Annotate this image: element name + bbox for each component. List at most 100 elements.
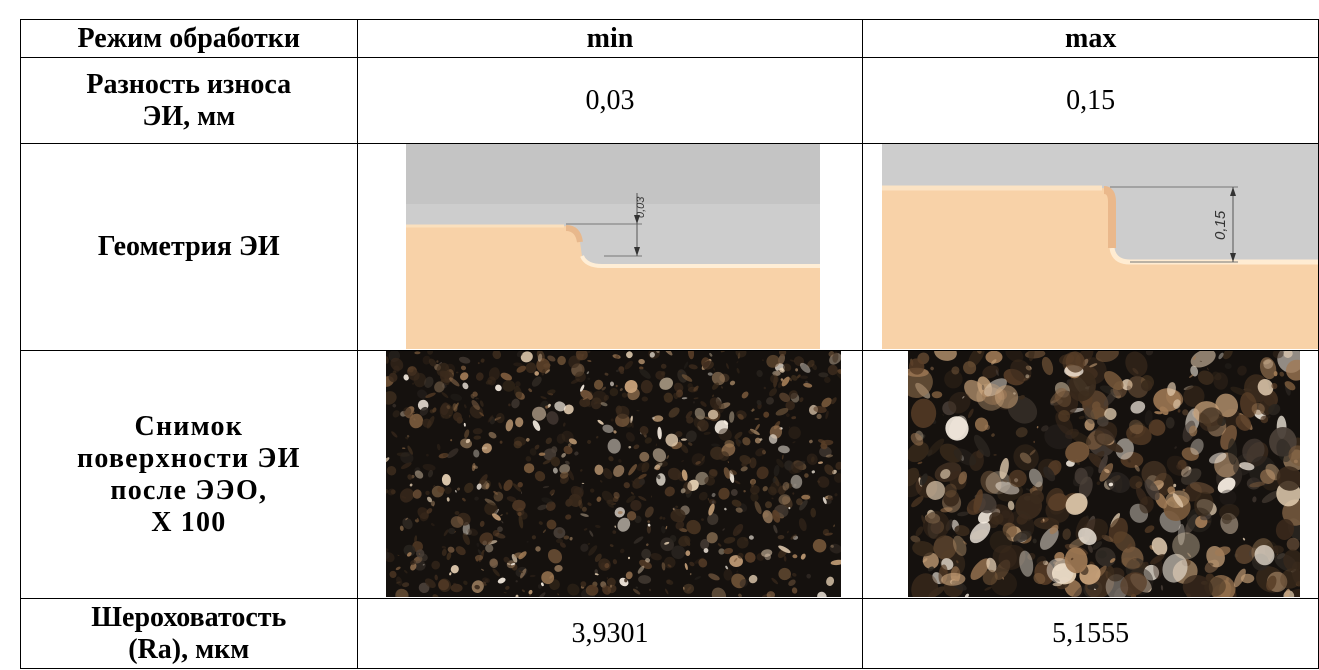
texture-speck — [424, 578, 436, 589]
texture-speck — [675, 520, 684, 530]
texture-speck — [637, 358, 645, 365]
texture-speck — [680, 438, 687, 441]
texture-speck — [707, 497, 709, 501]
texture-speck — [811, 470, 815, 474]
texture-speck — [1016, 427, 1028, 438]
texture-speck — [736, 536, 749, 549]
texture-speck — [790, 534, 797, 540]
texture-speck — [417, 507, 429, 520]
texture-speck — [587, 545, 597, 556]
texture-speck — [495, 412, 505, 424]
texture-speck — [687, 383, 693, 389]
texture-speck — [528, 593, 531, 597]
texture-speck — [1120, 572, 1148, 597]
texture-speck — [664, 486, 675, 497]
texture-speck — [728, 469, 737, 475]
texture-speck — [419, 553, 428, 562]
texture-speck — [827, 364, 838, 376]
texture-speck — [441, 545, 446, 549]
texture-speck — [782, 481, 789, 491]
texture-speck — [475, 372, 484, 381]
texture-speck — [1019, 550, 1034, 577]
texture-speck — [736, 367, 740, 374]
texture-speck — [617, 459, 622, 463]
texture-speck — [426, 351, 433, 355]
texture-speck — [638, 451, 649, 462]
texture-speck — [505, 512, 508, 515]
texture-speck — [454, 489, 457, 493]
texture-speck — [1043, 560, 1049, 566]
texture-speck — [573, 451, 579, 456]
texture-speck — [930, 366, 935, 371]
texture-speck — [478, 412, 484, 417]
texture-speck — [750, 410, 753, 412]
texture-speck — [764, 553, 771, 561]
texture-speck — [492, 529, 500, 537]
texture-speck — [996, 369, 1000, 377]
texture-speck — [741, 391, 749, 399]
texture-speck — [471, 391, 478, 397]
texture-speck — [452, 582, 458, 590]
texture-speck — [920, 473, 929, 486]
texture-speck — [480, 549, 485, 555]
texture-speck — [498, 482, 502, 490]
texture-speck — [696, 419, 709, 432]
texture-speck — [928, 586, 945, 597]
texture-speck — [1286, 359, 1301, 381]
micrograph-max — [908, 351, 1301, 597]
texture-speck — [425, 453, 429, 457]
texture-speck — [436, 486, 445, 493]
roughness-row: Шероховатость (Ra), мкм 3,9301 5,1555 — [20, 598, 1319, 669]
texture-speck — [980, 470, 1002, 494]
texture-speck — [975, 417, 989, 432]
texture-speck — [703, 476, 715, 486]
texture-speck — [430, 560, 440, 570]
texture-speck — [1276, 553, 1279, 556]
texture-speck — [623, 482, 630, 489]
texture-speck — [770, 497, 774, 500]
texture-speck — [790, 460, 804, 474]
texture-speck — [927, 438, 945, 456]
texture-speck — [986, 557, 997, 573]
texture-speck — [456, 487, 460, 491]
texture-speck — [785, 413, 790, 417]
texture-speck — [589, 488, 595, 493]
texture-speck — [632, 588, 640, 595]
header-mode: Режим обработки — [20, 19, 358, 58]
texture-speck — [999, 457, 1010, 480]
texture-speck — [458, 356, 470, 364]
texture-speck — [951, 366, 960, 375]
texture-speck — [639, 426, 649, 435]
texture-speck — [1053, 390, 1079, 416]
texture-speck — [750, 465, 753, 468]
texture-speck — [666, 455, 669, 460]
texture-speck — [655, 443, 657, 447]
texture-speck — [995, 385, 1019, 409]
texture-speck — [765, 354, 780, 368]
texture-speck — [612, 559, 617, 565]
texture-speck — [497, 577, 506, 584]
texture-speck — [768, 388, 777, 397]
texture-speck — [729, 380, 735, 386]
texture-speck — [735, 570, 738, 573]
texture-speck — [834, 493, 838, 497]
texture-speck — [447, 527, 456, 535]
texture-speck — [471, 463, 476, 472]
texture-speck — [478, 474, 488, 487]
texture-speck — [709, 397, 722, 410]
texture-speck — [423, 376, 434, 388]
texture-speck — [431, 407, 437, 413]
texture-speck — [694, 461, 701, 465]
texture-speck — [672, 392, 678, 400]
texture-speck — [389, 570, 397, 578]
texture-speck — [830, 397, 837, 405]
texture-speck — [1071, 585, 1087, 597]
texture-speck — [633, 444, 639, 450]
texture-speck — [500, 520, 503, 524]
texture-speck — [472, 428, 483, 435]
texture-speck — [1102, 534, 1114, 542]
texture-speck — [1182, 447, 1200, 461]
texture-speck — [1215, 393, 1239, 418]
texture-speck — [385, 488, 388, 494]
texture-speck — [1127, 459, 1132, 463]
